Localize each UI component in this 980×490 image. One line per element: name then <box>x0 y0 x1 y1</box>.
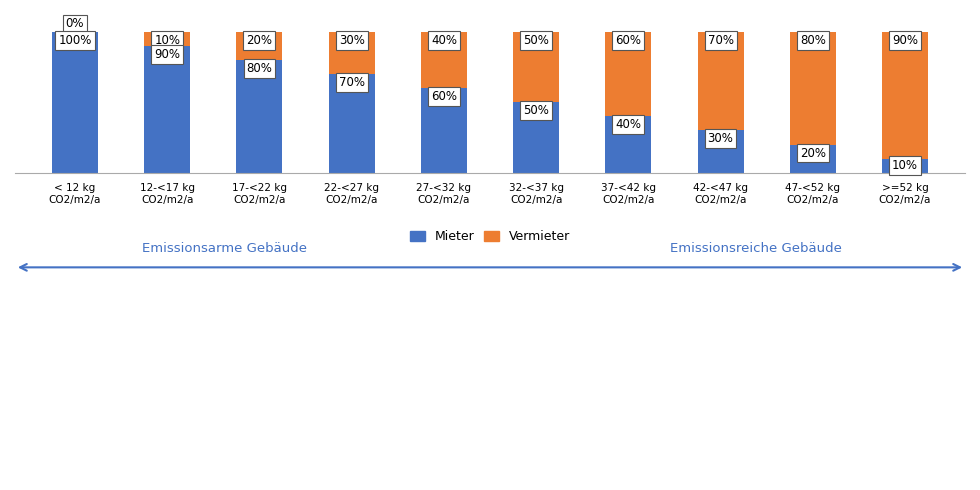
Bar <box>606 32 652 117</box>
Text: 40%: 40% <box>615 119 641 131</box>
Bar <box>420 88 466 172</box>
Text: 40%: 40% <box>431 34 457 47</box>
Bar <box>698 130 744 172</box>
Text: 100%: 100% <box>58 34 92 47</box>
Text: 60%: 60% <box>615 34 641 47</box>
Bar <box>236 32 282 60</box>
Text: 70%: 70% <box>708 34 734 47</box>
Bar <box>882 159 928 172</box>
Text: 10%: 10% <box>154 34 180 47</box>
Bar <box>144 46 190 172</box>
Bar <box>328 74 374 172</box>
Text: 50%: 50% <box>523 104 549 117</box>
Text: Emissionsarme Gebäude: Emissionsarme Gebäude <box>141 242 307 255</box>
Text: 20%: 20% <box>800 147 826 160</box>
Text: 30%: 30% <box>708 132 733 146</box>
Text: 90%: 90% <box>154 48 180 61</box>
Bar <box>698 32 744 130</box>
Text: 0%: 0% <box>66 18 84 30</box>
Text: 50%: 50% <box>523 34 549 47</box>
Bar <box>790 145 836 172</box>
Bar <box>606 117 652 172</box>
Bar <box>514 32 560 102</box>
Text: 30%: 30% <box>339 34 365 47</box>
Text: 80%: 80% <box>247 62 272 75</box>
Bar <box>328 32 374 74</box>
Legend: Mieter, Vermieter: Mieter, Vermieter <box>405 225 575 248</box>
Text: Emissionsreiche Gebäude: Emissionsreiche Gebäude <box>670 242 842 255</box>
Bar <box>144 32 190 46</box>
Text: 90%: 90% <box>892 34 918 47</box>
Text: 20%: 20% <box>246 34 272 47</box>
Bar <box>514 102 560 172</box>
Text: 60%: 60% <box>431 90 457 103</box>
Bar <box>52 32 98 172</box>
Bar <box>420 32 466 88</box>
Bar <box>236 60 282 172</box>
Bar <box>790 32 836 145</box>
Bar <box>882 32 928 159</box>
Text: 70%: 70% <box>339 76 365 89</box>
Text: 80%: 80% <box>800 34 826 47</box>
Text: 10%: 10% <box>892 159 918 172</box>
